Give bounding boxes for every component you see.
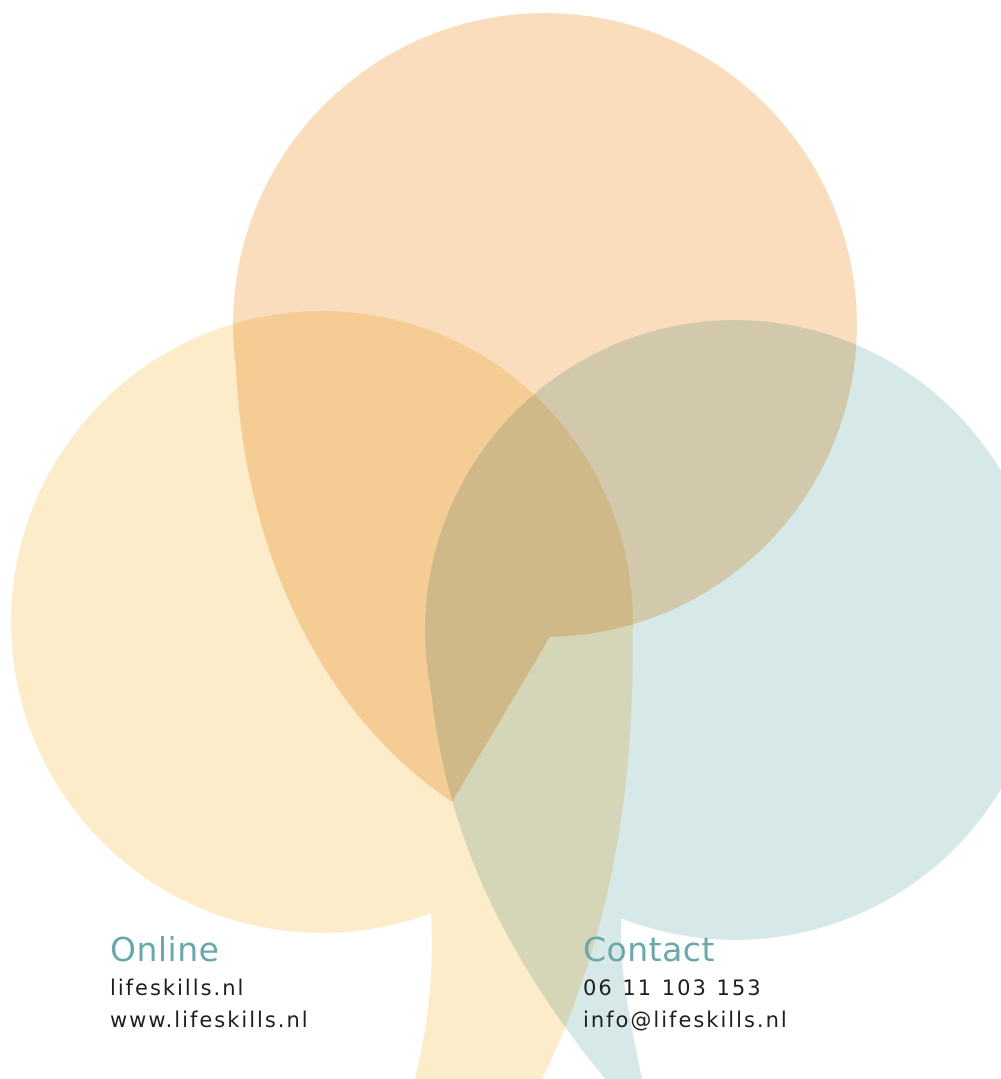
page: Online lifeskills.nl www.lifeskills.nl C…	[0, 0, 1001, 1079]
contact-line: 06 11 103 153	[583, 972, 789, 1004]
online-heading: Online	[110, 930, 310, 970]
contact-heading: Contact	[583, 930, 789, 970]
contact-block: Contact 06 11 103 153 info@lifeskills.nl	[583, 930, 789, 1036]
bubbles	[0, 0, 1001, 1079]
online-line: lifeskills.nl	[110, 972, 310, 1004]
online-line: www.lifeskills.nl	[110, 1004, 310, 1036]
contact-line: info@lifeskills.nl	[583, 1004, 789, 1036]
online-block: Online lifeskills.nl www.lifeskills.nl	[110, 930, 310, 1036]
